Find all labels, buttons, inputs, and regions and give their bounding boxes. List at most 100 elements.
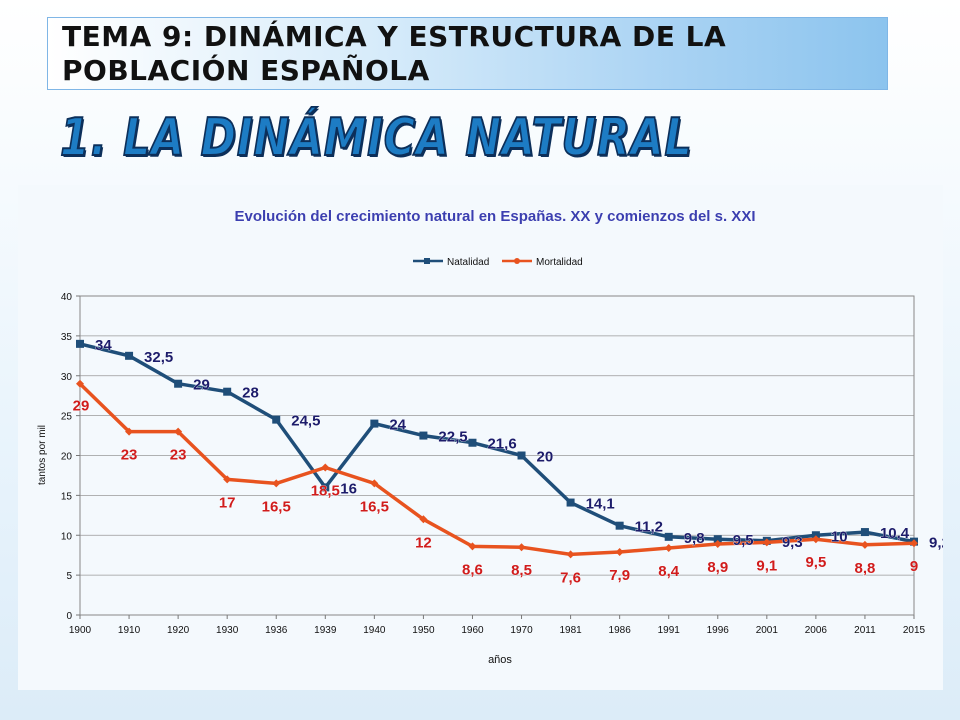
data-label-mortalidad: 23: [170, 447, 187, 464]
data-point-mortalidad: [419, 515, 428, 524]
chart-svg: Evolución del crecimiento natural en Esp…: [37, 208, 950, 666]
data-label-natalidad: 11,2: [635, 519, 663, 536]
data-label-natalidad: 32,5: [144, 349, 173, 366]
data-label-mortalidad: 7,6: [560, 569, 581, 586]
x-tick-label: 2011: [854, 625, 876, 636]
data-point-natalidad: [860, 528, 869, 537]
data-point-mortalidad: [860, 540, 869, 549]
data-label-mortalidad: 12: [415, 534, 432, 551]
x-tick-label: 1930: [216, 625, 239, 636]
data-point-natalidad: [223, 387, 232, 396]
data-point-mortalidad: [321, 463, 330, 472]
data-label-mortalidad: 8,4: [658, 563, 680, 580]
data-label-mortalidad: 8,8: [855, 560, 876, 577]
x-axis: 1900 1910 1920 1930 1936 1939 1940 1950 1960 1970…: [69, 615, 926, 636]
x-tick-label: 1960: [461, 625, 484, 636]
y-axis: 0 5 10 15 20 25 30 35 40: [61, 292, 80, 622]
x-tick-label: 1939: [314, 625, 337, 636]
y-tick-label: 5: [66, 571, 72, 582]
x-tick-label: 1910: [118, 625, 141, 636]
data-label-mortalidad: 23: [121, 447, 138, 464]
chart-legend: Natalidad Mortalidad: [413, 257, 583, 268]
y-tick-label: 0: [66, 611, 72, 622]
y-tick-label: 40: [61, 292, 73, 303]
x-tick-label: 1991: [658, 625, 681, 636]
data-label-mortalidad: 8,6: [462, 561, 483, 578]
data-point-natalidad: [321, 483, 330, 492]
data-point-natalidad: [517, 451, 526, 460]
data-point-natalidad: [125, 351, 134, 360]
x-tick-label: 1950: [412, 625, 435, 636]
data-point-natalidad: [664, 532, 673, 541]
title-line-1: TEMA 9: DINÁMICA Y ESTRUCTURA DE LA: [62, 20, 727, 53]
data-point-natalidad: [272, 415, 281, 424]
x-tick-label: 1940: [363, 625, 386, 636]
legend-natalidad-label: Natalidad: [447, 257, 489, 268]
chart-panel: Evolución del crecimiento natural en Esp…: [18, 185, 950, 690]
data-point-mortalidad: [762, 538, 771, 547]
data-label-natalidad: 10,4: [880, 525, 910, 542]
data-point-natalidad: [419, 431, 428, 440]
x-tick-label: 1986: [609, 625, 632, 636]
data-label-mortalidad: 9,5: [805, 554, 826, 571]
data-label-natalidad: 22,5: [438, 429, 467, 446]
data-point-mortalidad: [664, 544, 673, 553]
data-point-mortalidad: [272, 479, 281, 488]
chart-series: [76, 339, 918, 559]
x-tick-label: 2006: [805, 625, 828, 636]
data-point-natalidad: [468, 438, 477, 447]
x-tick-label: 1981: [559, 625, 582, 636]
data-point-mortalidad: [615, 547, 624, 556]
data-label-natalidad: 9,8: [684, 530, 705, 547]
data-label-natalidad: 20: [537, 449, 554, 466]
data-point-natalidad: [713, 535, 722, 544]
data-label-natalidad: 9,3: [782, 534, 803, 551]
title-line-2: POBLACIÓN ESPAÑOLA: [62, 54, 430, 87]
data-label-natalidad: 21,6: [487, 436, 516, 453]
data-label-natalidad: 9,5: [733, 532, 754, 549]
data-point-mortalidad: [811, 535, 820, 544]
data-point-mortalidad: [125, 427, 134, 436]
data-label-natalidad: 24,5: [291, 413, 320, 430]
data-label-natalidad: 29: [193, 377, 210, 394]
data-label-mortalidad: 8,9: [707, 559, 728, 576]
x-tick-label: 1900: [69, 625, 92, 636]
data-label-mortalidad: 8,5: [511, 562, 532, 579]
data-label-mortalidad: 7,9: [609, 567, 630, 584]
series-line-natalidad: [79, 342, 915, 544]
legend-mortalidad-marker: [514, 258, 520, 264]
data-label-natalidad: 14,1: [586, 496, 615, 513]
data-point-mortalidad: [566, 550, 575, 559]
data-point-natalidad: [76, 339, 84, 348]
y-tick-label: 25: [61, 412, 73, 423]
y-axis-title: tantos por mil: [37, 425, 48, 485]
data-point-mortalidad: [370, 479, 379, 488]
data-label-mortalidad: 9: [910, 558, 918, 575]
data-point-mortalidad: [468, 542, 477, 551]
data-point-mortalidad: [517, 543, 526, 552]
x-tick-label: 1970: [510, 625, 533, 636]
y-tick-label: 15: [61, 491, 73, 502]
y-tick-label: 10: [61, 531, 73, 542]
data-label-natalidad: 34: [95, 337, 112, 354]
x-tick-label: 1936: [265, 625, 288, 636]
legend-natalidad-marker: [424, 258, 430, 264]
data-label-mortalidad: 16,5: [262, 498, 291, 515]
y-tick-label: 35: [61, 332, 73, 343]
data-point-mortalidad: [76, 379, 84, 388]
data-point-natalidad: [566, 498, 575, 507]
chart-data-labels: 34 32,5 29 28 24,5 16 24 22,5 21,6 20 14,1 11,2 9,8 9…: [72, 337, 950, 587]
data-point-mortalidad: [910, 539, 918, 548]
title-banner: TEMA 9: DINÁMICA Y ESTRUCTURA DE LA POBL…: [47, 17, 888, 90]
x-tick-label: 2015: [903, 625, 926, 636]
data-label-mortalidad: 17: [219, 494, 236, 511]
data-label-natalidad: 28: [242, 385, 259, 402]
data-label-natalidad: 9,2: [929, 535, 943, 552]
data-point-mortalidad: [713, 540, 722, 549]
x-axis-title: años: [488, 654, 512, 666]
y-tick-label: 20: [61, 452, 73, 463]
data-label-mortalidad: 18,5: [311, 482, 340, 499]
chart-title: Evolución del crecimiento natural en Esp…: [234, 208, 755, 225]
data-label-mortalidad: 9,1: [756, 557, 777, 574]
data-label-natalidad: 16: [340, 480, 357, 497]
